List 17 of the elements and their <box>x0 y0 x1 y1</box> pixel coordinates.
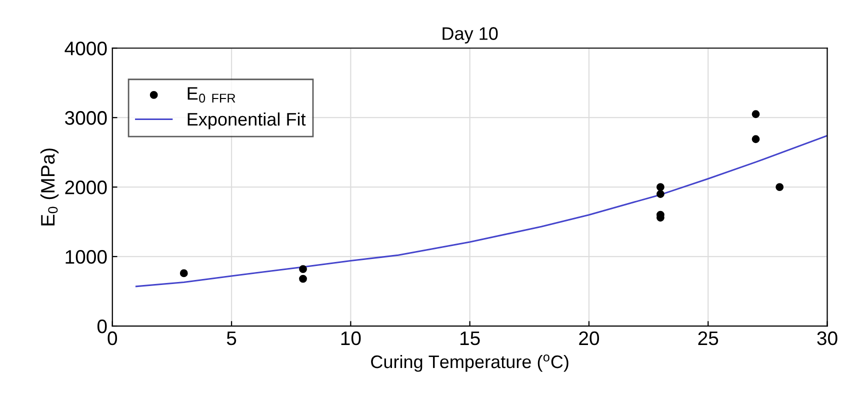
x-tick-label: 25 <box>698 331 718 346</box>
x-tick-label: 0 <box>108 331 118 346</box>
x-tick-label: 5 <box>226 332 236 346</box>
x-tick-label: 10 <box>341 331 361 346</box>
y-tick-label: 3000 <box>65 111 107 125</box>
y-axis-title: E$_{0}$ (MPa) <box>40 148 59 226</box>
y-tick-label: 1000 <box>66 250 107 264</box>
chart-title: Day 10 <box>442 27 498 44</box>
y-tick-label: 0 <box>97 319 107 334</box>
x-tick-label: 15 <box>460 332 480 346</box>
y-tick-label: 4000 <box>64 42 107 56</box>
legend-label: Exponential Fit <box>188 112 306 130</box>
x-axis-title: Curing Temperature ($^{o}$C) <box>371 354 568 372</box>
x-tick-label: 30 <box>817 331 838 346</box>
x-tick-label: 20 <box>579 331 600 346</box>
legend-label: E$_{0 FFR}$ <box>188 87 236 103</box>
y-tick-label: 2000 <box>65 180 107 194</box>
